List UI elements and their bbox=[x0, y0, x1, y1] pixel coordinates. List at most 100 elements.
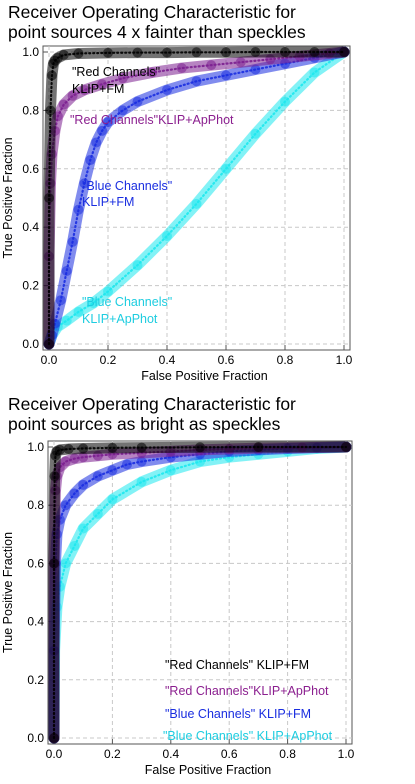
x-axis-label: False Positive Fraction bbox=[141, 369, 267, 383]
data-point-red-apphot bbox=[117, 73, 128, 84]
x-tick-label: 0.0 bbox=[41, 353, 58, 367]
x-tick-label: 0.8 bbox=[279, 747, 296, 761]
series-label-red-fm: KLIP+FM bbox=[72, 82, 124, 96]
data-point-red-fm bbox=[46, 70, 57, 81]
data-point-blue-fm bbox=[122, 459, 132, 470]
data-point-red-fm bbox=[103, 47, 113, 58]
roc-chart-fainter: 0.0 0.2 0.4 0.6 0.8 1.0 0.0 0.2 0.4 0.6 0.8 1.0 Fals… bbox=[1, 45, 353, 383]
data-point-blue-fm bbox=[67, 236, 78, 247]
x-tick-label: 0.8 bbox=[277, 353, 294, 367]
x-tick-label: 0.2 bbox=[104, 747, 121, 761]
roc-chart-bright: 0.0 0.2 0.4 0.6 0.8 1.0 0.0 0.2 0.4 0.6 0.8 1.0 Fals… bbox=[1, 440, 355, 777]
data-point-red-fm bbox=[63, 444, 74, 455]
data-point-red-apphot bbox=[79, 84, 90, 95]
data-point-blue-apphot bbox=[88, 298, 99, 309]
data-point-blue-fm bbox=[91, 137, 102, 148]
y-tick-label: 0.4 bbox=[22, 220, 39, 234]
data-point-red-apphot bbox=[176, 63, 187, 74]
data-point-blue-apphot bbox=[69, 540, 80, 551]
data-point-blue-fm bbox=[85, 155, 96, 166]
data-point-red-fm bbox=[162, 47, 172, 58]
data-point-red-fm bbox=[341, 442, 351, 452]
data-point-blue-apphot bbox=[78, 523, 89, 534]
data-point-blue-fm bbox=[79, 178, 90, 189]
data-point-blue-apphot bbox=[250, 128, 261, 139]
series-label-blue-fm: "Blue Channels" KLIP+FM bbox=[165, 707, 311, 721]
data-point-red-fm bbox=[250, 47, 261, 57]
data-point-red-fm bbox=[191, 47, 202, 58]
data-point-red-fm bbox=[54, 444, 65, 455]
y-tick-label: 0.2 bbox=[27, 673, 44, 687]
data-point-red-fm bbox=[132, 47, 143, 58]
data-point-blue-apphot bbox=[162, 230, 172, 241]
y-axis-label: True Positive Fraction bbox=[1, 532, 15, 653]
data-point-red-fm bbox=[280, 47, 290, 57]
data-point-red-fm bbox=[44, 193, 54, 203]
data-point-blue-fm bbox=[250, 64, 261, 75]
y-tick-label: 0.8 bbox=[27, 498, 44, 512]
data-point-red-fm bbox=[339, 47, 349, 57]
data-point-blue-fm bbox=[103, 117, 113, 128]
data-point-red-fm bbox=[309, 47, 320, 57]
data-point-red-apphot bbox=[78, 452, 89, 463]
y-tick-label: 0.4 bbox=[27, 615, 44, 629]
data-point-red-fm bbox=[78, 443, 89, 454]
x-tick-label: 0.6 bbox=[218, 353, 235, 367]
data-point-blue-apphot bbox=[61, 315, 72, 326]
data-point-blue-apphot bbox=[191, 198, 202, 209]
x-tick-label: 1.0 bbox=[336, 353, 353, 367]
y-tick-label: 0.6 bbox=[22, 162, 39, 176]
data-point-red-apphot bbox=[97, 79, 108, 90]
data-point-blue-fm bbox=[221, 70, 231, 81]
data-point-red-fm bbox=[58, 49, 69, 60]
data-point-blue-fm bbox=[117, 105, 128, 116]
series-label-blue-apphot: "Blue Channels" bbox=[82, 295, 172, 309]
chart-title-top-line-1: Receiver Operating Characteristic for bbox=[8, 2, 296, 22]
data-point-red-fm bbox=[49, 558, 59, 569]
data-point-blue-apphot bbox=[73, 306, 84, 317]
y-tick-label: 0.2 bbox=[22, 279, 39, 293]
series-label-red-apphot: "Red Channels"KLIP+ApPhot bbox=[165, 684, 329, 698]
data-point-blue-apphot bbox=[165, 465, 176, 476]
chart-title-bottom: Receiver Operating Characteristic for po… bbox=[8, 394, 413, 434]
chart-title-bottom-line-1: Receiver Operating Characteristic for bbox=[8, 394, 296, 414]
x-tick-label: 0.2 bbox=[100, 353, 117, 367]
series-label-red-fm: "Red Channels" bbox=[72, 65, 160, 79]
data-point-red-fm bbox=[136, 442, 147, 453]
chart-title-top: Receiver Operating Characteristic for po… bbox=[8, 2, 413, 42]
data-point-blue-apphot bbox=[136, 476, 147, 487]
data-point-blue-fm bbox=[132, 96, 143, 107]
data-point-red-fm bbox=[221, 47, 231, 58]
data-point-blue-fm bbox=[191, 76, 202, 87]
data-point-blue-fm bbox=[97, 125, 108, 136]
x-axis-label: False Positive Fraction bbox=[145, 763, 271, 777]
series-label-blue-apphot: KLIP+ApPhot bbox=[82, 312, 158, 326]
series-label-blue-fm: KLIP+FM bbox=[82, 195, 134, 209]
data-point-blue-fm bbox=[136, 456, 147, 467]
data-point-red-fm bbox=[73, 48, 84, 59]
y-tick-label: 0.8 bbox=[22, 103, 39, 117]
x-tick-label: 0.4 bbox=[162, 747, 179, 761]
series-label-red-apphot: "Red Channels"KLIP+ApPhot bbox=[70, 113, 234, 127]
chart-title-top-line-2: point sources 4 x fainter than speckles bbox=[8, 22, 306, 42]
x-tick-label: 0.0 bbox=[46, 747, 63, 761]
data-point-blue-fm bbox=[73, 204, 84, 215]
plot-frame bbox=[47, 440, 353, 745]
data-point-blue-apphot bbox=[221, 163, 231, 174]
series-label-blue-apphot: "Blue Channels" KLIP+ApPhot bbox=[163, 729, 333, 743]
data-point-red-apphot bbox=[58, 99, 69, 110]
data-point-red-apphot bbox=[206, 60, 217, 71]
y-tick-label: 0.0 bbox=[27, 731, 44, 745]
data-point-red-apphot bbox=[147, 67, 158, 78]
data-point-blue-fm bbox=[107, 465, 118, 476]
y-tick-label: 1.0 bbox=[27, 440, 44, 454]
data-point-blue-fm bbox=[162, 84, 172, 95]
data-point-red-apphot bbox=[67, 90, 78, 101]
data-point-red-apphot bbox=[69, 453, 80, 464]
plot-frame bbox=[42, 45, 351, 351]
series-label-red-fm: "Red Channels" KLIP+FM bbox=[165, 658, 309, 672]
data-point-blue-apphot bbox=[132, 260, 143, 271]
data-point-blue-apphot bbox=[280, 96, 290, 107]
data-point-red-fm bbox=[49, 733, 59, 743]
data-point-blue-fm bbox=[92, 471, 103, 482]
